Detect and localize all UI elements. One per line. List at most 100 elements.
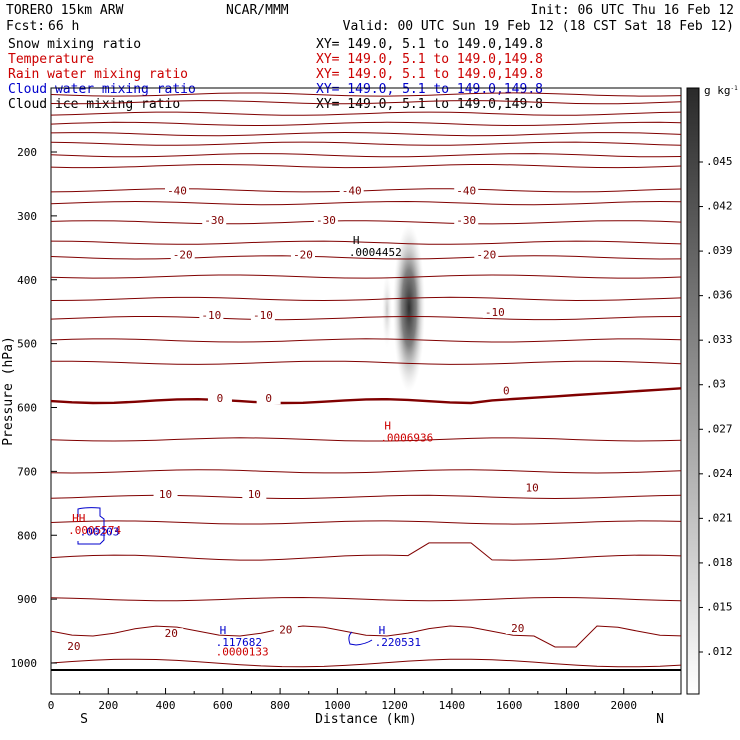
contour-label: -40 [342, 185, 362, 198]
isotherm-line [50, 141, 682, 146]
colorbar-tick-label: .033 [706, 333, 733, 346]
isotherm-line [50, 315, 682, 321]
forecast-label: Fcst: [6, 19, 45, 34]
extremum-mark: H [353, 234, 360, 247]
colorbar-tick-label: .018 [706, 556, 733, 569]
contour-label: 20 [165, 627, 178, 640]
extremum-mark: H [384, 419, 391, 432]
contour-label-bg [256, 393, 281, 405]
contour-label: -10 [201, 309, 221, 322]
isotherm-line [50, 255, 682, 260]
extremum-value: .0006936 [380, 431, 433, 444]
contour-label: 10 [525, 482, 538, 495]
contour-label: -20 [173, 248, 193, 261]
contour-label: 0 [265, 392, 272, 405]
extremum-mark: H [379, 624, 386, 637]
y-axis: 200 300 400 500 600 700 800 900 1000 [11, 146, 57, 670]
x-tick-label: 1400 [439, 699, 466, 712]
extremum-value: .0004452 [349, 246, 402, 259]
legend-label-cloud-water: Cloud water mixing ratio [8, 82, 196, 97]
contour-label: -20 [476, 248, 496, 261]
extremum-mark: H [220, 624, 227, 637]
colorbar-ticks: .012 .015 .018 .021 .024 .027 .03 .033 .036 .039.… [699, 155, 733, 658]
y-tick-label: 900 [17, 593, 37, 606]
colorbar-units-exp: -1 [731, 85, 739, 92]
isotherm-line [50, 625, 682, 648]
x-axis-title: Distance (km) [315, 712, 417, 727]
contour-label: 10 [159, 488, 172, 501]
x-tick-label: 1200 [381, 699, 408, 712]
extremum-value: .0000133 [216, 645, 269, 658]
x-tick-label: 200 [98, 699, 118, 712]
y-tick-label: 1000 [11, 657, 38, 670]
legend-xy-cloud-ice: XY= 149.0, 5.1 to 149.0,149.8 [316, 97, 543, 112]
plot-frame [50, 87, 682, 695]
contour-label-bg [153, 488, 178, 500]
colorbar-tick-label: .027 [706, 422, 733, 435]
isotherm-line [50, 274, 682, 279]
contour-label: -40 [167, 185, 187, 198]
contour-label-bg [291, 249, 315, 261]
contour-label-bg [199, 310, 224, 322]
x-tick-label: 800 [270, 699, 290, 712]
contour-label-bg [339, 185, 364, 197]
contour-label-bg [520, 482, 545, 494]
isotherm-line [50, 131, 682, 137]
legend-xy-rain: XY= 149.0, 5.1 to 149.0,149.8 [316, 67, 543, 82]
isotherm-line [50, 100, 682, 105]
y-tick-label: 800 [17, 529, 37, 542]
contour-label: -30 [204, 214, 224, 227]
legend-label-rain: Rain water mixing ratio [8, 67, 188, 82]
isotherm-line [50, 200, 682, 206]
x-end-left-label: S [80, 712, 88, 727]
contour-label: -20 [293, 248, 313, 261]
contour-label-bg [482, 306, 507, 318]
extremum-value: .00203 [80, 525, 120, 538]
y-tick-label: 500 [17, 338, 37, 351]
colorbar-tick-label: .036 [706, 289, 733, 302]
center-title: NCAR/MMM [226, 3, 289, 18]
colorbar-tick-label: .045 [706, 155, 733, 168]
x-end-right-label: N [656, 712, 664, 727]
colorbar-units-base: g kg [704, 84, 731, 97]
contour-label: 0 [503, 384, 510, 397]
isotherm-line [50, 387, 682, 405]
isotherm-line [50, 163, 682, 169]
contour-label-bg [165, 185, 189, 197]
contour-label-bg [505, 623, 530, 635]
x-tick-label: 1000 [324, 699, 351, 712]
y-tick-label: 700 [17, 465, 37, 478]
isotherm-line [50, 296, 682, 302]
isotherm-line [50, 121, 682, 127]
contour-label-bg [474, 249, 499, 261]
isotherm-line [50, 494, 682, 500]
contour-label-bg [250, 310, 275, 322]
contour-label: 20 [511, 622, 524, 635]
contour-label-bg [170, 249, 195, 261]
contour-label: -30 [456, 214, 476, 227]
contour-label: -40 [456, 185, 476, 198]
contour-label-bg [494, 385, 519, 397]
x-tick-label: 1600 [496, 699, 523, 712]
contour-label: -10 [485, 306, 505, 319]
isotherm-line [50, 360, 682, 365]
colorbar-units: g kg-1 [704, 84, 738, 97]
extremum-value: .117682 [216, 636, 262, 649]
isotherm-line [50, 658, 682, 668]
colorbar-tick-label: .021 [706, 511, 733, 524]
contour-label-bg [61, 640, 86, 652]
x-tick-label: 600 [213, 699, 233, 712]
cloud-water-contours [77, 507, 373, 646]
x-tick-label: 1800 [553, 699, 580, 712]
isotherm-line [50, 542, 682, 561]
extremum-value: .220531 [375, 636, 421, 649]
y-axis-title: Pressure (hPa) [1, 336, 16, 446]
contour-label-bg [454, 214, 479, 226]
extremum-value: .0005574 [68, 524, 121, 537]
contour-label: -10 [253, 309, 273, 322]
isotherm-line [50, 520, 682, 525]
x-tick-label: 2000 [610, 699, 637, 712]
temperature-contours [50, 92, 682, 668]
x-axis: 0 200 400 600 800 1000 1200 1400 1600 1800 2000 [48, 688, 653, 712]
